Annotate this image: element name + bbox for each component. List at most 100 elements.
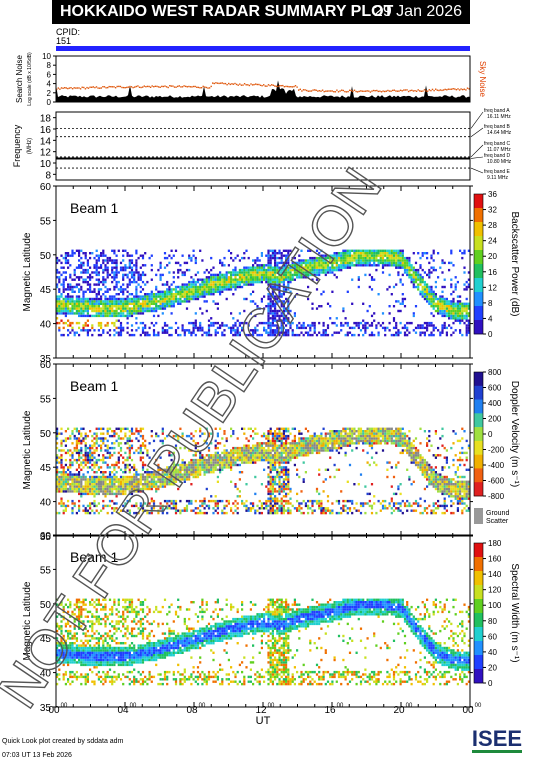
latitude-tick-label: 45: [40, 634, 52, 645]
sky-noise-point: [364, 90, 367, 92]
doppler-velocity-panel: 60 55 50 45 40 35 Beam 1 Magnetic Latitude 800 60…: [22, 360, 520, 543]
beam-label: Beam 1: [70, 200, 118, 216]
latitude-tick-label: 60: [40, 531, 52, 542]
sky-noise-point: [165, 86, 168, 88]
sky-noise-point: [298, 89, 300, 91]
sky-noise-point: [258, 83, 260, 86]
sky-noise-point: [83, 86, 85, 89]
sky-noise-point: [245, 84, 247, 86]
sky-noise-point: [280, 85, 282, 87]
sky-noise-point: [180, 86, 182, 88]
sky-noise-point: [59, 88, 61, 90]
sky-noise-point: [422, 90, 424, 92]
sky-noise-point: [450, 88, 453, 90]
sky-noise-point: [449, 88, 451, 90]
sky-noise-point: [208, 87, 211, 89]
latitude-axis-label: Magnetic Latitude: [22, 410, 33, 489]
colorbar-segment: [474, 440, 483, 455]
sky-noise-point: [111, 86, 114, 88]
frequency-band-name: freq band C: [484, 141, 511, 147]
sky-noise-point: [188, 85, 190, 88]
sky-noise-point: [274, 85, 276, 87]
sky-noise-point: [430, 89, 432, 92]
sky-noise-point: [124, 87, 126, 89]
sky-noise-point: [435, 88, 437, 90]
frequency-band-value: 16.11 MHz: [487, 114, 511, 120]
sky-noise-point: [91, 86, 93, 88]
plot-title: HOKKAIDO WEST RADAR SUMMARY PLOT: [60, 3, 394, 20]
sky-noise-point: [272, 84, 274, 86]
sky-noise-point: [299, 88, 301, 90]
sky-noise-point: [433, 89, 435, 92]
sky-noise-point: [103, 86, 106, 88]
sky-noise-point: [454, 88, 456, 90]
ut-tick-minutes: 00: [475, 703, 482, 709]
search-noise-area: [56, 80, 470, 102]
colorbar-tick-label: 160: [488, 555, 502, 564]
sky-noise-point: [355, 90, 357, 93]
sky-noise-point: [68, 87, 71, 89]
footer-timestamp: 07:03 UT 13 Feb 2026: [2, 752, 72, 759]
sky-noise-point: [189, 86, 192, 88]
sky-noise-point: [376, 89, 378, 92]
sky-noise-point: [71, 88, 74, 90]
sky-noise-point: [278, 84, 281, 87]
sky-noise-point: [263, 84, 265, 86]
sky-noise-point: [234, 82, 236, 85]
sky-noise-point: [417, 89, 419, 91]
sky-noise-point: [336, 89, 338, 91]
colorbar-tick-label: 8: [488, 299, 493, 308]
plot-date: 29 Jan 2026: [373, 3, 462, 20]
ut-tick-label: 16: [324, 705, 336, 716]
colorbar-tick-label: 24: [488, 237, 497, 246]
sky-noise-point: [320, 90, 322, 92]
latitude-tick-label: 35: [40, 703, 52, 714]
footer-credit: Quick Look plot created by sddata adm: [2, 738, 124, 745]
ut-axis: 00 00 04 00 08 00 12 00 16 00 20 00 00 00: [48, 703, 482, 716]
frequency-band-pointer: [470, 127, 484, 137]
sky-noise-point: [466, 87, 469, 89]
latitude-tick-label: 35: [40, 354, 52, 365]
ut-tick-minutes: 00: [337, 703, 344, 709]
colorbar-tick-label: 120: [488, 586, 502, 595]
colorbar-segment: [474, 454, 483, 469]
sky-noise-point: [137, 85, 139, 87]
plot-header: HOKKAIDO WEST RADAR SUMMARY PLOT 29 Jan …: [52, 0, 470, 24]
sky-noise-point: [326, 90, 329, 92]
sky-noise-point: [277, 85, 279, 88]
sky-noise-point: [358, 90, 360, 93]
sky-noise-point: [385, 90, 387, 92]
sky-noise-point: [186, 86, 188, 88]
sky-noise-point: [291, 86, 294, 88]
sky-noise-point: [293, 85, 295, 88]
frequency-band-name: freq band E: [484, 169, 511, 175]
sky-noise-point: [118, 85, 120, 88]
ut-tick-label: 08: [186, 705, 198, 716]
cpid-label: CPID: 151: [56, 28, 80, 46]
sky-noise-point: [73, 87, 75, 89]
sky-noise-point: [67, 87, 69, 90]
sky-noise-point: [60, 87, 63, 89]
sky-noise-point: [135, 85, 137, 88]
sky-noise-point: [420, 90, 422, 92]
sky-noise-point: [142, 86, 144, 88]
sky-noise-point: [321, 89, 324, 91]
colorbar-segment: [474, 571, 483, 586]
sky-noise-point: [350, 89, 352, 92]
sky-noise-point: [248, 84, 251, 87]
sky-noise-point: [138, 86, 141, 88]
sky-noise-point: [175, 86, 177, 88]
colorbar-tick-label: 800: [488, 368, 502, 377]
sky-noise-point: [97, 87, 99, 89]
sky-noise-point: [387, 89, 389, 92]
sky-noise-point: [177, 85, 179, 88]
sky-noise-dots: [56, 82, 470, 93]
sky-noise-point: [353, 89, 356, 91]
colorbar-segment: [474, 222, 483, 237]
sky-noise-point: [62, 87, 64, 89]
colorbar-tick-label: 0: [488, 330, 493, 339]
colorbar-segment: [474, 599, 483, 614]
sky-noise-point: [259, 84, 262, 86]
ut-tick-minutes: 00: [406, 703, 413, 709]
